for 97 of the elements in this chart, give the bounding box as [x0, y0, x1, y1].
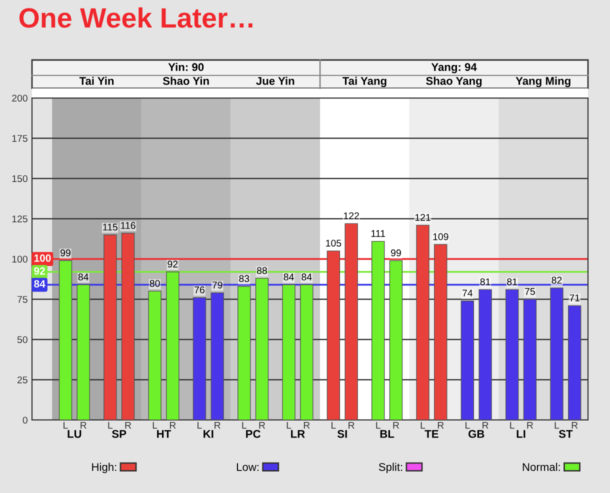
x-tick-label: SP: [112, 430, 126, 438]
y-tick-label: 50: [17, 336, 28, 344]
band-label: Tai Yang: [342, 76, 386, 88]
text: L: [108, 422, 113, 429]
data-label: 79: [212, 282, 222, 288]
band-label: Shao Yin: [162, 76, 209, 85]
legend-label: Split:: [378, 462, 402, 474]
x-tick-label: SI: [337, 430, 347, 438]
x-tick-label: BL: [380, 430, 394, 438]
text: R: [482, 422, 488, 429]
x-tick-label: GB: [468, 430, 484, 438]
x-tick-label: HT: [157, 430, 172, 438]
data-label: 99: [60, 249, 70, 256]
data-label: 115: [103, 224, 118, 231]
data-label: 88: [257, 267, 267, 274]
text: Yin: 90: [168, 62, 204, 72]
ref-line-label: 100: [34, 254, 51, 262]
text: R: [438, 422, 444, 429]
text: R: [348, 422, 354, 429]
y-tick-label: 0: [22, 416, 28, 424]
data-label: 81: [507, 278, 518, 286]
bar: [344, 223, 358, 420]
series-label: R: [80, 422, 86, 429]
bar: [326, 250, 340, 420]
x-tick-label: LU: [68, 430, 82, 438]
y-tick-label: 150: [12, 175, 28, 182]
band-label: Tai Yin: [79, 76, 114, 85]
text: L: [332, 422, 336, 429]
bar: [166, 272, 180, 420]
x-tick-label: PC: [246, 430, 260, 438]
data-label: 121: [415, 214, 430, 221]
text: Yang: 94: [431, 63, 477, 74]
text: R: [170, 422, 176, 429]
data-label: 81: [480, 278, 490, 286]
data-label: 74: [462, 290, 473, 296]
data-label: 75: [525, 288, 535, 295]
text: L: [554, 422, 560, 429]
x-tick-label: TE: [424, 430, 438, 438]
y-tick-label: 75: [18, 296, 28, 303]
band-label: Jue Yin: [256, 76, 294, 85]
ref-line-label: 84: [34, 280, 46, 288]
y-tick-label: 100: [12, 256, 28, 263]
text: L: [466, 422, 470, 429]
data-label: 122: [344, 212, 359, 220]
bar: [478, 289, 492, 420]
chart-title: One Week Later…: [19, 7, 252, 28]
text: L: [510, 422, 514, 429]
data-label: 92: [168, 260, 178, 268]
x-tick-label: ST: [558, 430, 573, 438]
legend-label: High:: [92, 462, 116, 474]
series-label: L: [64, 422, 68, 429]
y-tick-label: 175: [12, 135, 28, 142]
band-label: Yang Ming: [516, 76, 570, 88]
text: R: [125, 422, 132, 429]
text: L: [198, 422, 202, 429]
bar: [460, 300, 474, 420]
data-label: 84: [302, 274, 312, 280]
ref-line-label: 92: [34, 267, 45, 275]
data-label: 83: [239, 275, 250, 282]
y-tick-label: 25: [18, 376, 28, 384]
data-label: 84: [284, 274, 294, 280]
text: R: [259, 422, 266, 429]
x-tick-label: KI: [204, 430, 214, 438]
text: L: [242, 422, 247, 429]
data-label: 99: [391, 249, 401, 256]
y-tick-label: 200: [12, 94, 28, 102]
data-label: 82: [552, 276, 562, 284]
bar: [104, 234, 117, 420]
text: R: [214, 422, 220, 429]
data-label: 109: [433, 233, 448, 240]
data-label: 84: [78, 274, 88, 280]
data-label: 76: [194, 286, 204, 294]
data-label: 71: [570, 294, 580, 302]
y-tick-label: 125: [12, 215, 28, 222]
text: L: [376, 422, 380, 429]
legend-label: Low:: [236, 463, 259, 471]
bar: [434, 244, 448, 420]
x-tick-label: LI: [516, 430, 526, 438]
text: R: [572, 422, 578, 429]
bar: [238, 286, 251, 420]
x-tick-label: LR: [291, 430, 305, 438]
data-label: 105: [326, 240, 342, 247]
bar: [416, 224, 430, 420]
bar: [550, 288, 564, 420]
bar: [372, 240, 385, 420]
text: R: [304, 422, 310, 429]
data-label: 111: [371, 230, 386, 237]
text: R: [527, 422, 534, 429]
legend-label: Normal:: [522, 462, 560, 471]
text: R: [393, 422, 400, 429]
text: L: [286, 422, 292, 429]
data-label: 116: [121, 222, 136, 229]
data-label: 80: [150, 280, 160, 287]
text: L: [152, 422, 158, 429]
band-label: Shao Yang: [426, 76, 482, 88]
text: L: [420, 422, 426, 429]
bar: [389, 260, 403, 420]
